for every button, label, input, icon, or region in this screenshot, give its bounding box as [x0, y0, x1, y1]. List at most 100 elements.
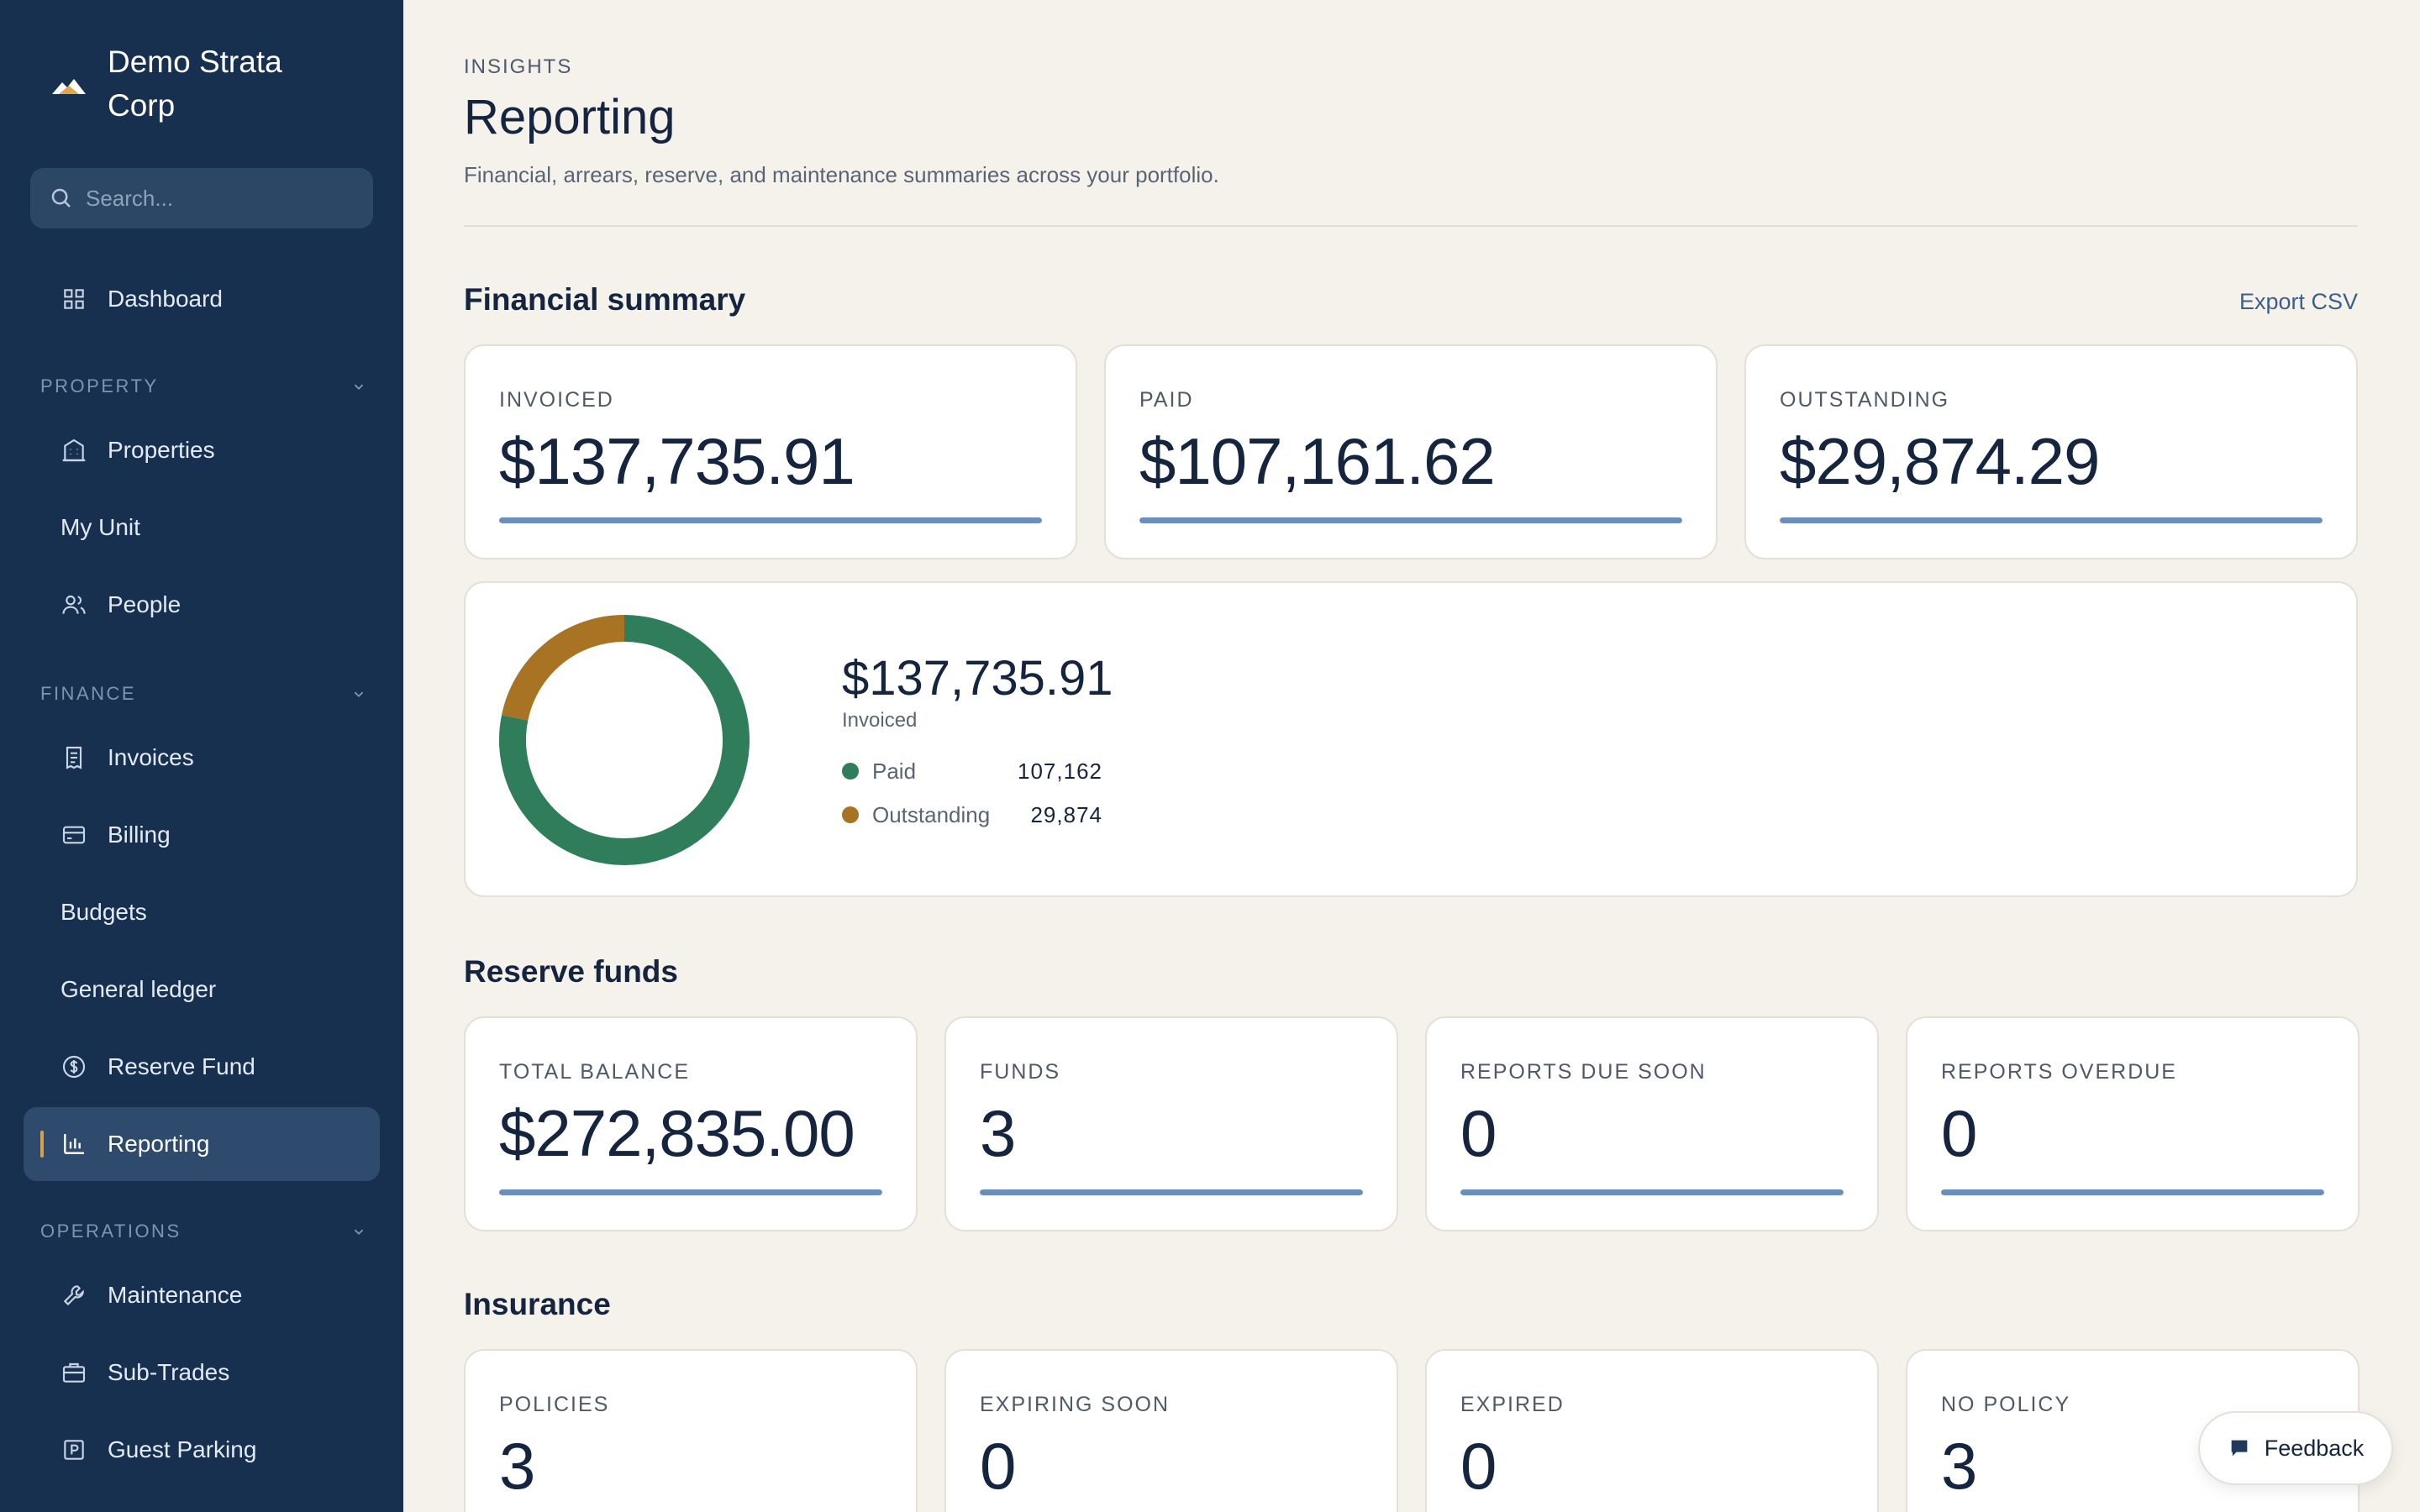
- card-value: $137,735.91: [499, 424, 855, 498]
- chevron-down-icon: [354, 1229, 364, 1236]
- sidebar-item-label: Invoices: [108, 744, 194, 770]
- sidebar-item-people[interactable]: People: [24, 568, 380, 642]
- sidebar-item-billing[interactable]: Billing: [24, 798, 380, 872]
- legend-label: Outstanding: [872, 801, 991, 827]
- card-label: PAID: [1139, 388, 1194, 412]
- briefcase-icon: [62, 1362, 86, 1383]
- credit-card-icon: [62, 826, 86, 844]
- legend-value: 29,874: [1030, 801, 1102, 827]
- sidebar-item-label: People: [108, 591, 182, 617]
- progress-fill: [1780, 517, 2323, 523]
- sidebar-item-label: My Unit: [60, 514, 140, 540]
- sidebar-item-reserve-fund[interactable]: Reserve Fund: [24, 1030, 380, 1104]
- section-label: OPERATIONS: [40, 1221, 182, 1242]
- search-input[interactable]: [86, 185, 355, 212]
- chevron-down-icon: [354, 384, 364, 391]
- sidebar-item-guest-parking[interactable]: Guest Parking: [24, 1413, 380, 1487]
- parking-icon: [64, 1440, 84, 1460]
- card-label: POLICIES: [499, 1393, 610, 1416]
- brand[interactable]: Demo Strata Corp: [50, 40, 282, 128]
- card-value: 3: [980, 1096, 1016, 1170]
- card-progress-bar: [499, 1189, 882, 1195]
- page-subtitle: Financial, arrears, reserve, and mainten…: [464, 162, 1219, 187]
- section-label: FINANCE: [40, 683, 137, 704]
- search-icon: [51, 188, 71, 207]
- reserve-funds-title: Reserve funds: [464, 954, 678, 989]
- donut-caption: Invoiced: [842, 709, 918, 732]
- sidebar-item-maintenance[interactable]: Maintenance: [24, 1258, 380, 1332]
- chat-bubble-icon: [2231, 1440, 2248, 1457]
- document-icon: [66, 746, 82, 769]
- card-label: OUTSTANDING: [1780, 388, 1950, 412]
- card-label: EXPIRED: [1460, 1393, 1565, 1416]
- sidebar-item-budgets[interactable]: Budgets: [24, 875, 380, 949]
- donut-slice-paid: [499, 615, 750, 865]
- sidebar-item-reporting[interactable]: Reporting: [24, 1107, 380, 1181]
- sidebar-item-label: Reporting: [108, 1131, 210, 1157]
- card-progress-bar: [499, 517, 1042, 523]
- card-label: FUNDS: [980, 1060, 1061, 1084]
- sidebar-item-label: Maintenance: [108, 1282, 243, 1308]
- sidebar-item-label: Dashboard: [108, 286, 223, 312]
- section-property-toggle[interactable]: PROPERTY: [40, 370, 368, 403]
- card-label: EXPIRING SOON: [980, 1393, 1171, 1416]
- main-content: INSIGHTS Reporting Financial, arrears, r…: [403, 0, 2420, 1512]
- card-progress-bar: [1941, 1189, 2324, 1195]
- sidebar-item-label: General ledger: [60, 976, 217, 1002]
- policies-card: POLICIES 3: [464, 1349, 918, 1512]
- legend-dot-outstanding: [842, 806, 859, 823]
- header-divider: [464, 225, 2358, 227]
- sidebar-item-invoices[interactable]: Invoices: [24, 721, 380, 795]
- financial-summary-title: Financial summary: [464, 282, 746, 317]
- users-icon: [62, 595, 86, 614]
- card-progress-bar: [980, 1189, 1363, 1195]
- legend-paid: Paid 107,162: [842, 754, 1102, 788]
- grid-icon: [64, 289, 84, 309]
- brand-name: Demo Strata Corp: [108, 40, 282, 128]
- sidebar-item-dashboard[interactable]: Dashboard: [24, 262, 380, 336]
- donut-total: $137,735.91: [842, 651, 1113, 706]
- legend-outstanding: Outstanding 29,874: [842, 798, 1102, 832]
- card-value: 3: [499, 1429, 535, 1503]
- card-value: $272,835.00: [499, 1096, 855, 1170]
- paid-card: PAID $107,161.62: [1104, 344, 1718, 559]
- card-value: 3: [1941, 1429, 1977, 1503]
- feedback-label: Feedback: [2264, 1435, 2365, 1461]
- invoiced-card: INVOICED $137,735.91: [464, 344, 1077, 559]
- progress-fill: [1460, 1189, 1844, 1195]
- sidebar-item-properties[interactable]: Properties: [24, 413, 380, 487]
- card-label: REPORTS OVERDUE: [1941, 1060, 2177, 1084]
- section-operations-toggle[interactable]: OPERATIONS: [40, 1215, 368, 1248]
- section-finance-toggle[interactable]: FINANCE: [40, 677, 368, 711]
- progress-fill: [499, 1189, 882, 1195]
- export-csv-link[interactable]: Export CSV: [2238, 289, 2358, 314]
- card-label: INVOICED: [499, 388, 614, 412]
- sidebar-item-label: Properties: [108, 437, 215, 463]
- brand-name-line-2: Corp: [108, 88, 176, 123]
- card-value: 0: [1460, 1429, 1497, 1503]
- card-value: $29,874.29: [1780, 424, 2100, 498]
- search-box[interactable]: [30, 168, 373, 228]
- reports-due-soon-card: REPORTS DUE SOON 0: [1425, 1016, 1879, 1231]
- progress-fill: [1139, 517, 1682, 523]
- card-value: 0: [1941, 1096, 1977, 1170]
- sidebar-item-my-unit[interactable]: My Unit: [24, 491, 380, 564]
- card-value: $107,161.62: [1139, 424, 1496, 498]
- building-icon: [62, 438, 86, 462]
- feedback-button[interactable]: Feedback: [2198, 1411, 2393, 1485]
- coin-icon: [62, 1055, 86, 1079]
- page-title: Reporting: [464, 90, 676, 144]
- card-progress-bar: [1460, 1189, 1844, 1195]
- progress-fill: [499, 517, 1042, 523]
- sidebar-item-sub-trades[interactable]: Sub-Trades: [24, 1336, 380, 1410]
- invoiced-donut-chart: [499, 615, 750, 865]
- insurance-title: Insurance: [464, 1287, 611, 1321]
- card-progress-bar: [1139, 517, 1682, 523]
- brand-name-line-1: Demo Strata: [108, 45, 282, 79]
- chevron-down-icon: [354, 691, 364, 698]
- progress-fill: [1941, 1189, 2324, 1195]
- sidebar-item-general-ledger[interactable]: General ledger: [24, 953, 380, 1026]
- outstanding-card: OUTSTANDING $29,874.29: [1744, 344, 2358, 559]
- card-value: 0: [1460, 1096, 1497, 1170]
- card-label: NO POLICY: [1941, 1393, 2071, 1416]
